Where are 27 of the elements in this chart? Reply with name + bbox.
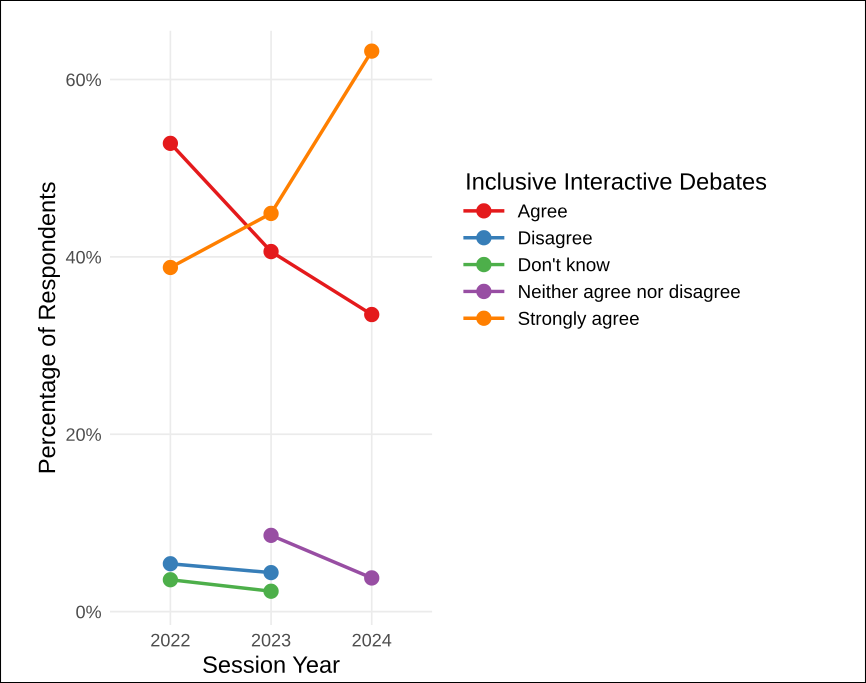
legend-label: Neither agree nor disagree: [519, 284, 740, 302]
x-tick-label: 2022: [151, 634, 190, 647]
legend-label: Agree: [518, 204, 567, 222]
y-tick-label: 60%: [66, 73, 102, 86]
point: [263, 528, 279, 544]
x-tick-label: 2023: [252, 634, 290, 647]
x-axis-title: Session Year: [203, 656, 340, 674]
legend-label: Disagree: [519, 230, 592, 248]
point: [162, 556, 178, 572]
point: [162, 260, 178, 276]
y-tick-label: 20%: [66, 428, 102, 441]
point: [263, 206, 279, 222]
x-tick-label: 2024: [352, 634, 392, 647]
point: [364, 43, 380, 59]
legend-title: Inclusive Interactive Debates: [467, 172, 766, 190]
point: [162, 136, 178, 152]
y-axis-title: Percentage of Respondents: [38, 182, 60, 472]
point: [263, 244, 279, 260]
legend-label: Strongly agree: [518, 311, 639, 329]
y-tick-label: 40%: [66, 250, 102, 264]
point: [263, 584, 279, 599]
point: [263, 564, 279, 580]
point: [364, 306, 380, 322]
point: [162, 572, 178, 588]
legend-label: Don't know: [519, 258, 610, 272]
point: [364, 570, 380, 586]
y-tick-label: 0%: [76, 606, 102, 618]
